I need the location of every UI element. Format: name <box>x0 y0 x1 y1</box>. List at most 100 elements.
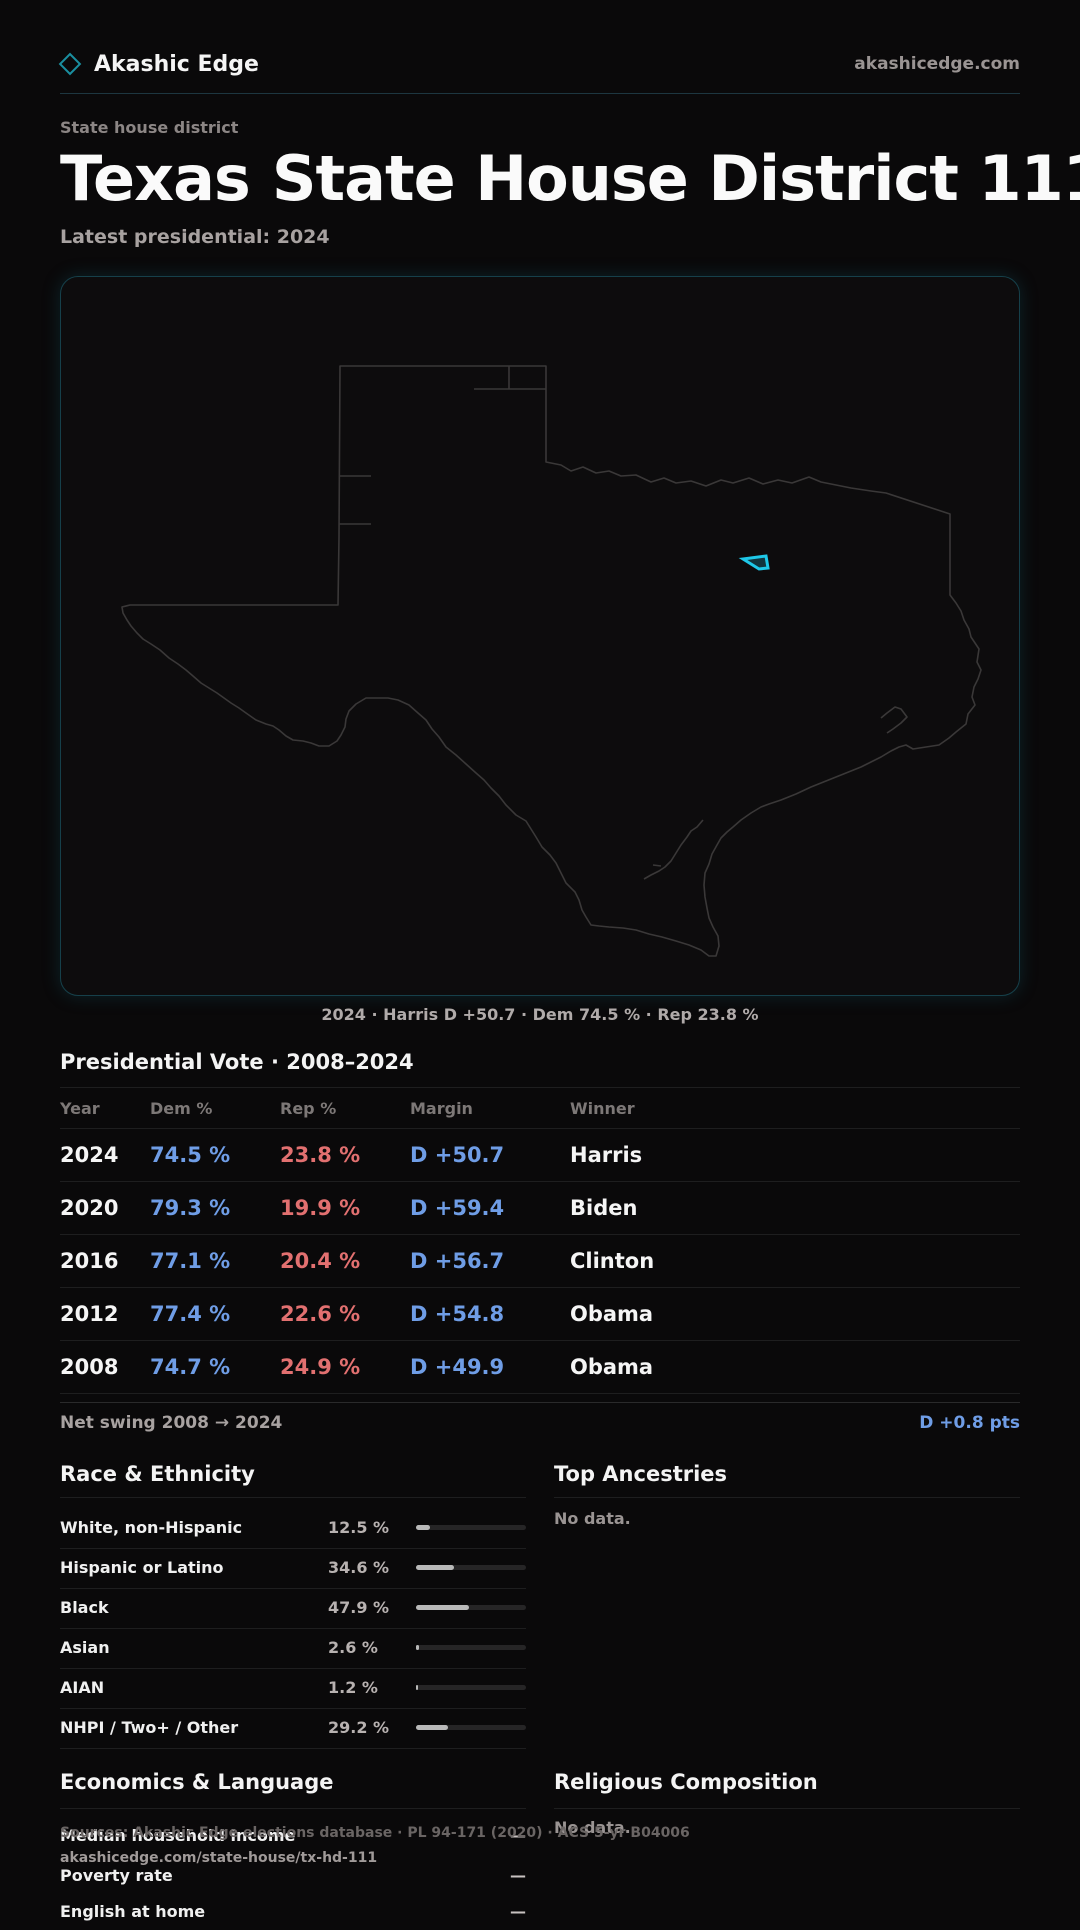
race-row: AIAN 1.2 % <box>60 1668 526 1709</box>
row-margin: D +54.8 <box>410 1302 505 1326</box>
econ-value: — <box>510 1866 526 1885</box>
econ-row-income: Median household income — <box>60 1818 526 1854</box>
district-highlight[interactable] <box>738 554 770 571</box>
row-rep: 19.9 % <box>280 1196 361 1220</box>
race-label: NHPI / Two+ / Other <box>60 1718 239 1737</box>
race-percent: 1.2 % <box>328 1678 378 1697</box>
page-title: Texas State House District 111 <box>60 142 1080 215</box>
race-label: Asian <box>60 1638 110 1657</box>
net-swing: Net swing 2008 → 2024 D +0.8 pts <box>60 1413 1020 1433</box>
race-bar-fill <box>416 1605 469 1610</box>
header-divider <box>60 93 1020 94</box>
race-bar-fill <box>416 1685 418 1690</box>
site-link[interactable]: akashicedge.com <box>854 54 1020 74</box>
econ-value: — <box>510 1902 526 1921</box>
race-row: Asian 2.6 % <box>60 1628 526 1669</box>
row-winner: Biden <box>570 1196 638 1220</box>
row-dem: 79.3 % <box>150 1196 231 1220</box>
race-percent: 2.6 % <box>328 1638 378 1657</box>
title-state: Texas <box>60 142 251 215</box>
divider <box>60 1497 526 1498</box>
row-rep: 22.6 % <box>280 1302 361 1326</box>
ancestry-section-title: Top Ancestries <box>554 1462 728 1486</box>
econ-label: Poverty rate <box>60 1866 173 1885</box>
row-winner: Obama <box>570 1302 654 1326</box>
race-percent: 34.6 % <box>328 1558 390 1577</box>
header-margin: Margin <box>410 1099 473 1118</box>
net-swing-value: D +0.8 pts <box>919 1413 1020 1433</box>
map-caption: 2024 · Harris D +50.7 · Dem 74.5 % · Rep… <box>321 1005 759 1024</box>
texas-map-svg <box>121 365 982 957</box>
race-row: NHPI / Two+ / Other 29.2 % <box>60 1708 526 1749</box>
race-bar-track <box>416 1685 526 1690</box>
row-winner: Clinton <box>570 1249 655 1273</box>
race-row: Black 47.9 % <box>60 1588 526 1629</box>
row-rep: 20.4 % <box>280 1249 361 1273</box>
race-label: Hispanic or Latino <box>60 1558 224 1577</box>
row-year: 2020 <box>60 1196 119 1220</box>
brand[interactable]: Akashic Edge <box>58 51 259 77</box>
religion-empty: No data. <box>554 1818 631 1837</box>
diamond-logo-icon <box>58 52 82 76</box>
divider <box>60 1128 1020 1129</box>
religion-section-title: Religious Composition <box>554 1770 818 1794</box>
row-year: 2024 <box>60 1143 119 1167</box>
race-label: Black <box>60 1598 109 1617</box>
table-row: 2020 79.3 % 19.9 % D +59.4 Biden <box>60 1182 1020 1235</box>
race-section-title: Race & Ethnicity <box>60 1462 255 1486</box>
race-label: White, non-Hispanic <box>60 1518 243 1537</box>
vote-table-header: Year Dem % Rep % Margin Winner <box>60 1099 1020 1119</box>
race-bar-fill <box>416 1565 455 1570</box>
race-bar-track <box>416 1605 526 1610</box>
race-percent: 12.5 % <box>328 1518 390 1537</box>
table-row: 2008 74.7 % 24.9 % D +49.9 Obama <box>60 1341 1020 1394</box>
divider <box>554 1808 1020 1809</box>
page-kicker: State house district <box>60 118 239 137</box>
race-bar-fill <box>416 1725 449 1730</box>
race-bar-track <box>416 1645 526 1650</box>
row-dem: 74.7 % <box>150 1355 231 1379</box>
race-bar-fill <box>416 1645 419 1650</box>
row-rep: 23.8 % <box>280 1143 361 1167</box>
divider <box>60 1402 1020 1403</box>
econ-value: — <box>510 1826 526 1845</box>
econ-label: Median household income <box>60 1826 296 1845</box>
footer-url[interactable]: akashicedge.com/state-house/tx-hd-111 <box>60 1850 378 1866</box>
row-winner: Obama <box>570 1355 654 1379</box>
row-margin: D +49.9 <box>410 1355 505 1379</box>
econ-row-poverty: Poverty rate — <box>60 1858 526 1894</box>
brand-name: Akashic Edge <box>94 51 259 77</box>
row-margin: D +59.4 <box>410 1196 505 1220</box>
table-row: 2024 74.5 % 23.8 % D +50.7 Harris <box>60 1129 1020 1182</box>
row-margin: D +56.7 <box>410 1249 505 1273</box>
race-bar-track <box>416 1725 526 1730</box>
row-year: 2016 <box>60 1249 119 1273</box>
row-dem: 77.4 % <box>150 1302 231 1326</box>
page-subtitle: Latest presidential: 2024 <box>60 226 330 248</box>
title-district: State House District 111 <box>271 142 1080 215</box>
race-row: Hispanic or Latino 34.6 % <box>60 1548 526 1589</box>
race-bar-track <box>416 1525 526 1530</box>
divider <box>60 1808 526 1809</box>
race-bar-fill <box>416 1525 430 1530</box>
sources-note: Sources: Akashic Edge elections database… <box>60 1825 690 1841</box>
race-percent: 47.9 % <box>328 1598 390 1617</box>
row-winner: Harris <box>570 1143 643 1167</box>
header-winner: Winner <box>570 1099 635 1118</box>
race-bar-track <box>416 1565 526 1570</box>
table-row: 2016 77.1 % 20.4 % D +56.7 Clinton <box>60 1235 1020 1288</box>
row-dem: 74.5 % <box>150 1143 231 1167</box>
header-dem: Dem % <box>150 1099 213 1118</box>
row-year: 2008 <box>60 1355 119 1379</box>
district-map[interactable] <box>60 276 1020 996</box>
divider <box>554 1497 1020 1498</box>
table-row: 2012 77.4 % 22.6 % D +54.8 Obama <box>60 1288 1020 1341</box>
race-percent: 29.2 % <box>328 1718 390 1737</box>
race-row: White, non-Hispanic 12.5 % <box>60 1508 526 1549</box>
row-year: 2012 <box>60 1302 119 1326</box>
race-label: AIAN <box>60 1678 105 1697</box>
top-bar: Akashic Edge akashicedge.com <box>58 44 1020 84</box>
econ-label: English at home <box>60 1902 206 1921</box>
net-swing-label: Net swing 2008 → 2024 <box>60 1413 283 1433</box>
divider <box>60 1087 1020 1088</box>
